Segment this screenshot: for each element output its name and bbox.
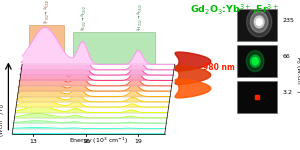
Text: $P_0$: $P_0$ [0, 102, 8, 111]
Circle shape [247, 7, 272, 37]
Circle shape [250, 11, 268, 32]
Polygon shape [175, 66, 211, 84]
Polygon shape [73, 32, 155, 64]
Polygon shape [175, 52, 211, 71]
Text: 19: 19 [134, 139, 142, 144]
Polygon shape [29, 25, 64, 64]
Text: 980 nm: 980 nm [203, 63, 235, 72]
Circle shape [256, 18, 262, 26]
Text: 66: 66 [282, 54, 290, 59]
FancyBboxPatch shape [237, 9, 277, 41]
FancyBboxPatch shape [237, 81, 277, 113]
Text: $P_0$ (W.cm$^{-2}$): $P_0$ (W.cm$^{-2}$) [293, 56, 300, 94]
Text: $^2$H$_{11/2}$$\to$$^4$I$_{15/2}$: $^2$H$_{11/2}$$\to$$^4$I$_{15/2}$ [135, 3, 145, 31]
Polygon shape [175, 79, 211, 98]
Text: (W cm$^{-2}$): (W cm$^{-2}$) [0, 111, 8, 137]
Text: 16: 16 [82, 139, 90, 144]
Text: 3.2: 3.2 [282, 90, 292, 95]
Text: $^4$S$_{3/2}$$\to$$^4$I$_{15/2}$: $^4$S$_{3/2}$$\to$$^4$I$_{15/2}$ [79, 5, 89, 31]
Circle shape [246, 51, 264, 72]
Circle shape [252, 57, 258, 65]
Circle shape [250, 55, 260, 67]
Text: Energy (10$^3$ cm$^{-1}$): Energy (10$^3$ cm$^{-1}$) [70, 136, 129, 146]
Text: Gd$_2$O$_3$:Yb$^{3+}$,Er$^{3+}$: Gd$_2$O$_3$:Yb$^{3+}$,Er$^{3+}$ [190, 3, 279, 17]
Text: 235: 235 [282, 18, 294, 23]
Circle shape [254, 16, 264, 28]
FancyBboxPatch shape [237, 45, 277, 77]
Text: $^4$F$_{9/2}$$\to$$^4$I$_{15/2}$: $^4$F$_{9/2}$$\to$$^4$I$_{15/2}$ [42, 0, 52, 24]
Text: 13: 13 [29, 139, 37, 144]
